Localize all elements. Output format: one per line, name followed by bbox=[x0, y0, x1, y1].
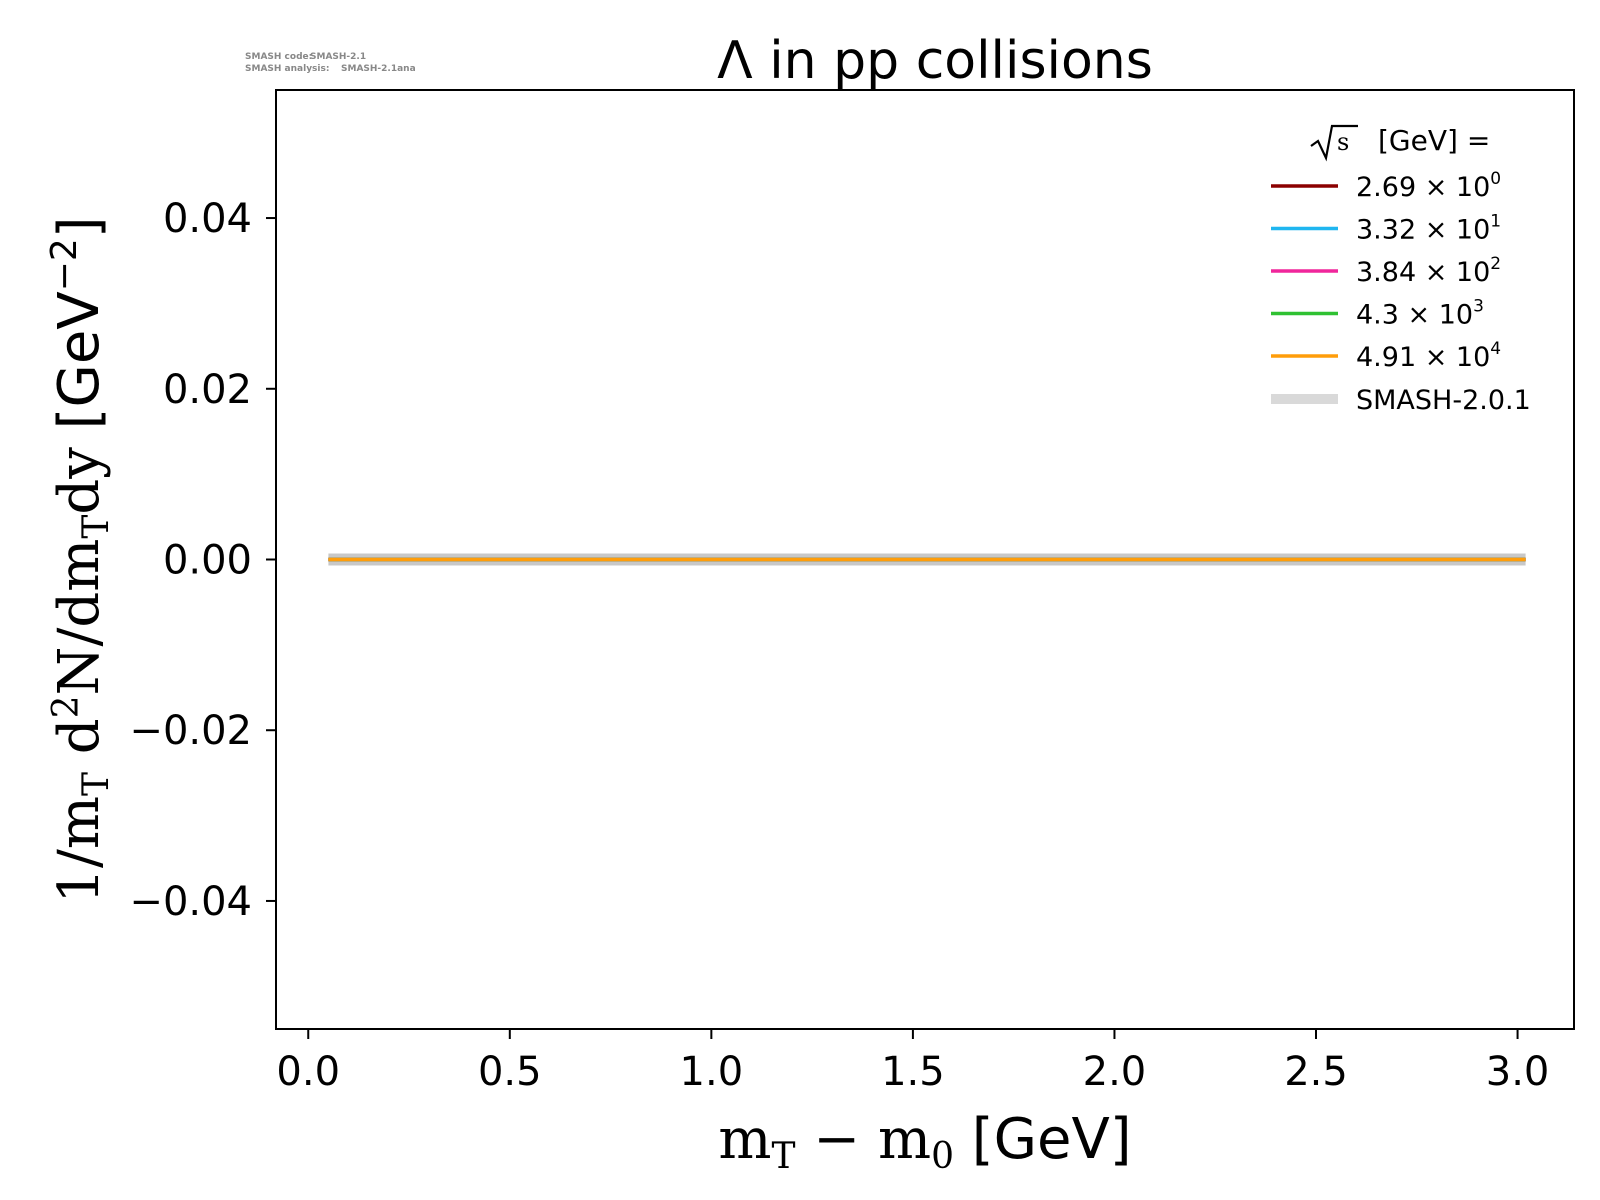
legend-title: s [GeV] = bbox=[1310, 124, 1490, 162]
y-tick-label: −0.04 bbox=[129, 879, 252, 925]
x-tick-label: 1.5 bbox=[881, 1049, 945, 1095]
x-label-sub2: 0 bbox=[931, 1136, 954, 1177]
legend-title-unit: [GeV] = bbox=[1378, 124, 1490, 157]
y-label-sub2: T bbox=[76, 515, 117, 539]
y-tick-label: 0.00 bbox=[163, 538, 252, 584]
x-label-minus: − m bbox=[795, 1107, 931, 1172]
legend-label: 2.69 × 100 bbox=[1356, 169, 1501, 203]
y-label-d: d bbox=[47, 718, 112, 772]
x-label-sub1: T bbox=[771, 1136, 795, 1177]
legend-reference-label: SMASH-2.0.1 bbox=[1356, 385, 1531, 416]
x-label-prefix: m bbox=[718, 1107, 771, 1172]
y-label-unit-open: [GeV bbox=[47, 291, 112, 447]
chart-title: Λ in pp collisions bbox=[717, 31, 1153, 91]
y-label-sup: 2 bbox=[46, 695, 87, 718]
legend-entries: 2.69 × 100 3.32 × 101 3.84 × 102 4.3 × 103 4… bbox=[1271, 169, 1501, 373]
legend-title-s: s bbox=[1337, 128, 1349, 156]
legend-label: 3.84 × 102 bbox=[1356, 254, 1501, 288]
legend: s [GeV] = 2.69 × 100 3.32 × 101 3.84 × 102… bbox=[1271, 124, 1531, 416]
x-tick-label: 2.5 bbox=[1284, 1049, 1348, 1095]
y-tick-label: 0.04 bbox=[163, 196, 252, 242]
y-label-n: N/dm bbox=[47, 539, 112, 696]
watermark-analysis-value: SMASH-2.1ana bbox=[341, 64, 416, 74]
smash-watermark: SMASH code: SMASH-2.1 SMASH analysis: SM… bbox=[245, 52, 416, 74]
x-tick-label: 2.0 bbox=[1083, 1049, 1147, 1095]
y-tick-label: −0.02 bbox=[129, 708, 252, 754]
y-label-sub1: T bbox=[76, 772, 117, 796]
y-label-unit-close: ] bbox=[47, 216, 112, 238]
watermark-analysis-label: SMASH analysis: bbox=[245, 64, 329, 74]
y-label-dy: dy bbox=[47, 447, 112, 515]
legend-reference-entry: SMASH-2.0.1 bbox=[1271, 385, 1531, 416]
sqrt-symbol-icon bbox=[1310, 124, 1358, 162]
x-tick-label: 1.0 bbox=[680, 1049, 744, 1095]
x-axis-ticks: 0.0 0.5 1.0 1.5 2.0 2.5 3.0 bbox=[276, 1029, 1549, 1095]
legend-label: 4.91 × 104 bbox=[1356, 339, 1501, 373]
x-tick-label: 0.5 bbox=[478, 1049, 542, 1095]
y-label-one: 1/m bbox=[47, 796, 112, 904]
y-axis-ticks: 0.04 0.02 0.00 −0.02 −0.04 bbox=[129, 196, 276, 925]
watermark-code-value: SMASH-2.1 bbox=[310, 52, 366, 62]
legend-label: 3.32 × 101 bbox=[1356, 212, 1501, 246]
x-axis-label: mT − m0 [GeV] bbox=[718, 1107, 1131, 1177]
y-axis-label: 1/mT d2N/dmTdy [GeV−2] bbox=[44, 216, 117, 903]
x-label-unit: [GeV] bbox=[954, 1107, 1132, 1172]
y-label-unit-sup: −2 bbox=[44, 238, 85, 291]
x-tick-label: 0.0 bbox=[276, 1049, 340, 1095]
watermark-code-label: SMASH code: bbox=[245, 52, 312, 62]
x-tick-label: 3.0 bbox=[1486, 1049, 1550, 1095]
legend-label: 4.3 × 103 bbox=[1356, 297, 1484, 331]
y-tick-label: 0.02 bbox=[163, 367, 252, 413]
